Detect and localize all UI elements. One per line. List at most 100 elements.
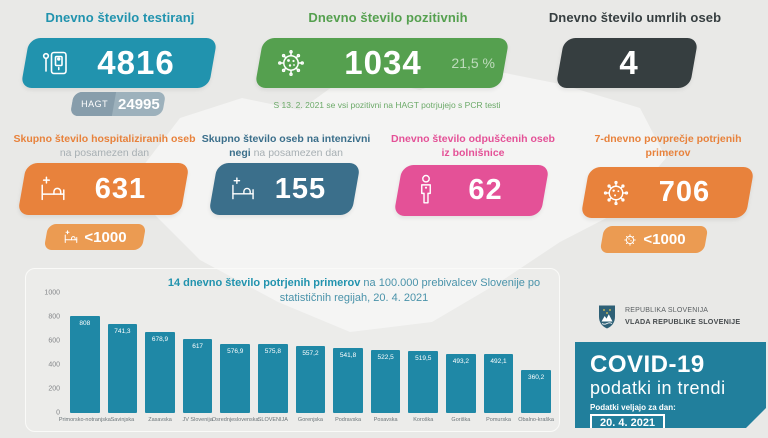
y-tick-label: 800 xyxy=(48,313,60,321)
bar-plot: 808 Primorsko-notranjska 741,3 Savinjska 678… xyxy=(59,293,554,423)
icu-title: Skupno število oseb na intenzivni negi n… xyxy=(196,133,376,160)
y-axis: 1000 800 600 400 200 0 xyxy=(34,289,60,417)
chart-title-rest: na 100.000 prebivalcev Slovenije po stat… xyxy=(279,277,541,304)
bar: 741,3 xyxy=(107,324,138,413)
hospital-bed-small-icon xyxy=(63,229,79,245)
bar-value-label: 617 xyxy=(192,342,204,350)
avg7-value: 706 xyxy=(658,176,711,208)
bar-value-label: 519,5 xyxy=(415,354,432,362)
bar: 492,1 xyxy=(483,353,514,413)
bar-category-label: Podravska xyxy=(335,417,362,423)
chart-title-bold: 14 dnevno število potrjenih primerov xyxy=(167,277,361,289)
bar-category-label: Goriška xyxy=(451,417,471,423)
bar-category-label: JV Slovenija xyxy=(182,417,213,423)
bar-category-label: Posavska xyxy=(373,417,398,423)
government-logo: REPUBLIKA SLOVENIJA VLADA REPUBLIKE SLOV… xyxy=(597,304,740,330)
y-tick-label: 600 xyxy=(48,337,60,345)
bar-category-label: Pomurska xyxy=(486,417,511,423)
deaths-card: 4 xyxy=(555,38,699,88)
bar: 493,2 xyxy=(446,353,476,413)
bar: 541,8 xyxy=(333,347,363,413)
pcr-note: S 13. 2. 2021 se vsi pozitivni na HAGT p… xyxy=(273,100,501,110)
virus-small-icon xyxy=(601,178,631,208)
bar-group: 541,8 Podravska xyxy=(333,293,363,423)
icu-card: 155 xyxy=(208,163,361,215)
y-tick-label: 0 xyxy=(56,409,60,417)
bar-group: 678,9 Zasavska xyxy=(145,293,175,423)
icu-title-main: Skupno število oseb na intenzivni negi xyxy=(201,133,371,159)
positive-percent: 21,5 % xyxy=(451,55,495,71)
bar-category-label: Koroška xyxy=(413,417,434,423)
hospitalized-threshold-value: <1000 xyxy=(84,228,127,246)
positive-value: 1034 xyxy=(344,44,422,81)
bar: 617 xyxy=(182,338,213,413)
avg7-title: 7-dnevno povprečje potrjenih primerov xyxy=(594,133,742,159)
y-tick-label: 400 xyxy=(48,361,60,369)
covid-test-icon xyxy=(41,48,71,78)
avg7-threshold-value: <1000 xyxy=(643,231,686,248)
covid-branding-box: COVID-19 podatki in trendi Podatki velja… xyxy=(575,342,766,428)
bar-category-label: SLOVENIJA xyxy=(257,417,288,423)
bar-value-label: 360,2 xyxy=(527,373,545,381)
bar-value-label: 575,8 xyxy=(264,347,281,355)
hospitalized-value: 631 xyxy=(94,172,147,205)
tests-card: 4816 xyxy=(20,38,218,88)
gov-line1: REPUBLIKA SLOVENIJA xyxy=(625,307,709,315)
bar-group: 557,2 Gorenjska xyxy=(295,293,326,423)
bar-group: 360,2 Obalno-kraška xyxy=(518,293,554,423)
bar-group: 493,2 Goriška xyxy=(446,293,476,423)
bar: 575,8 xyxy=(258,343,288,413)
discharged-card: 62 xyxy=(393,165,550,216)
bar-category-label: Gorenjska xyxy=(297,417,323,423)
chart-title: 14 dnevno število potrjenih primerov na … xyxy=(154,276,554,306)
regional-incidence-chart: 14 dnevno število potrjenih primerov na … xyxy=(25,268,560,432)
bar: 557,2 xyxy=(295,346,326,413)
bar: 519,5 xyxy=(408,350,439,413)
bar: 522,5 xyxy=(370,350,401,413)
hagt-badge-value: 24995 xyxy=(118,95,160,113)
bar-category-label: Osrednjeslovenska xyxy=(211,417,259,423)
hospitalized-threshold-badge: <1000 xyxy=(43,224,147,250)
covid-title: COVID-19 xyxy=(590,351,705,378)
deaths-title: Dnevno število umrlih oseb xyxy=(548,10,722,25)
bar-group: 519,5 Koroška xyxy=(408,293,439,423)
discharged-title: Dnevno število odpuščenih oseb iz bolniš… xyxy=(391,133,555,159)
bar-value-label: 492,1 xyxy=(490,357,507,365)
tests-title: Dnevno število testiranj xyxy=(45,10,195,25)
y-tick-label: 1000 xyxy=(44,289,60,297)
bar-value-label: 557,2 xyxy=(302,350,319,358)
bar-category-label: Obalno-kraška xyxy=(518,417,554,423)
avg7-card: 706 xyxy=(580,167,755,218)
y-tick-label: 200 xyxy=(48,385,60,393)
gov-line2: VLADA REPUBLIKE SLOVENIJE xyxy=(625,316,741,326)
bar-group: 576,9 Osrednjeslovenska xyxy=(212,293,259,423)
bar-group: 575,8 SLOVENIJA xyxy=(258,293,288,423)
bar-value-label: 493,2 xyxy=(452,357,470,365)
virus-tiny-icon xyxy=(622,232,638,248)
icu-value: 155 xyxy=(274,172,327,205)
bar: 360,2 xyxy=(521,369,551,413)
hospital-bed-icon xyxy=(38,174,68,204)
hagt-badge-label: HAGT xyxy=(81,99,109,109)
bar-value-label: 576,9 xyxy=(227,347,244,355)
date-label: Podatki veljajo za dan: xyxy=(590,403,676,412)
positive-title: Dnevno število pozitivnih xyxy=(308,10,468,25)
bar-value-label: 522,5 xyxy=(377,354,394,362)
bar-group: 617 JV Slovenija xyxy=(182,293,213,423)
bar-category-label: Primorsko-notranjska xyxy=(58,417,111,423)
hospitalized-title-main: Skupno število hospitaliziranih oseb xyxy=(13,133,196,145)
person-icon xyxy=(414,174,438,208)
icu-bed-icon xyxy=(229,175,257,203)
bar-value-label: 678,9 xyxy=(151,335,169,343)
slovenia-coat-of-arms-icon xyxy=(597,304,617,330)
hospitalized-title-suffix: na posamezen dan xyxy=(59,146,150,159)
hospitalized-card: 631 xyxy=(17,163,190,215)
icu-title-suffix: na posamezen dan xyxy=(253,146,343,159)
deaths-value: 4 xyxy=(619,44,639,81)
bar: 678,9 xyxy=(145,331,175,413)
positive-card: 1034 21,5 % xyxy=(254,38,510,88)
discharged-value: 62 xyxy=(468,174,503,206)
covid-subtitle: podatki in trendi xyxy=(590,378,726,398)
bar-value-label: 541,8 xyxy=(339,351,357,359)
hospitalized-title: Skupno število hospitaliziranih oseb na … xyxy=(12,133,197,160)
